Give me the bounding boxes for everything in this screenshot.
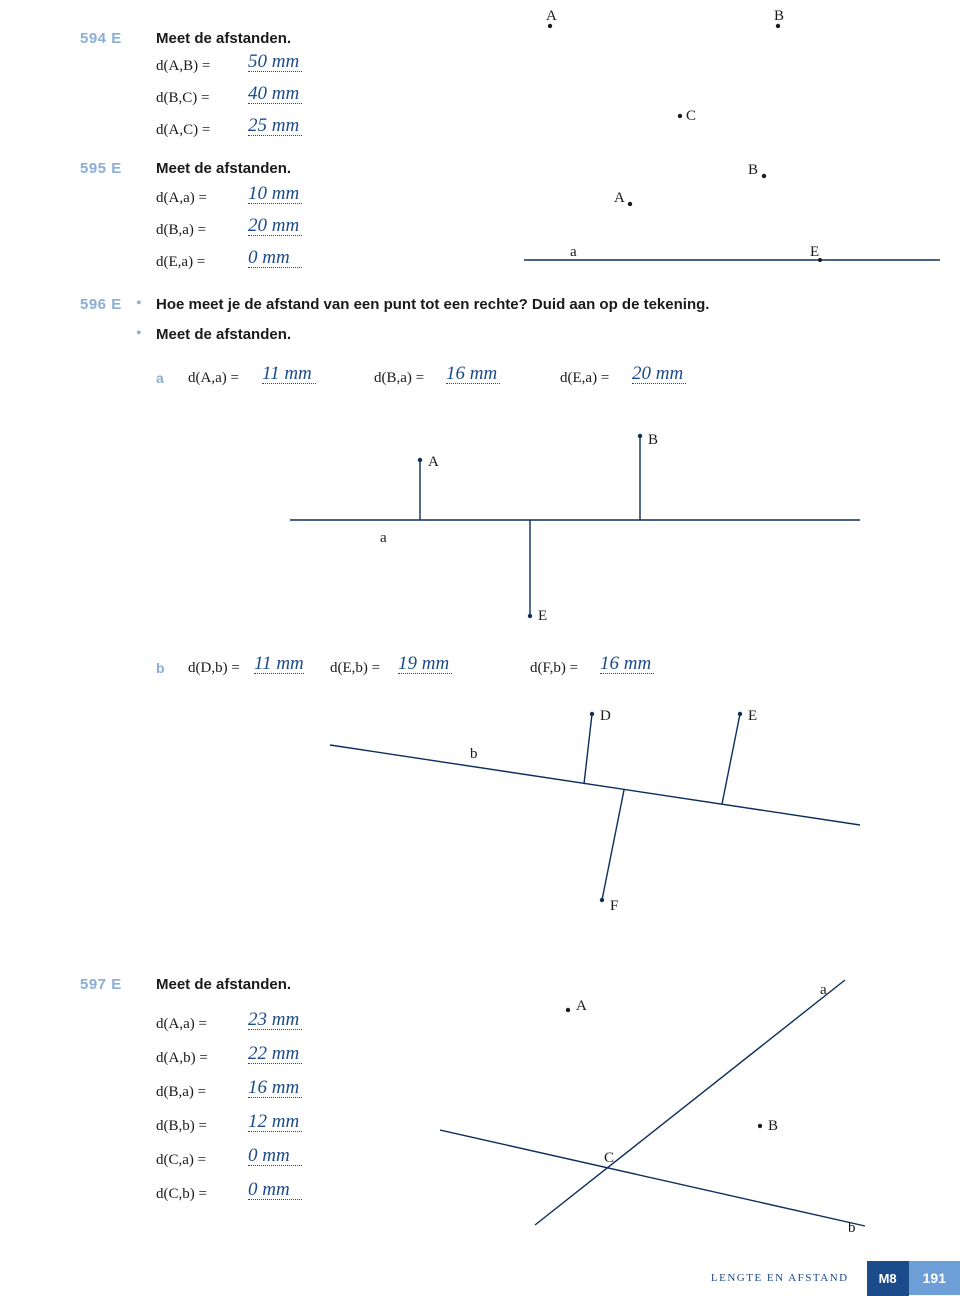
- point-label: B: [768, 1118, 778, 1134]
- formula-label: d(B,C) =: [156, 90, 209, 107]
- point-label: B: [774, 8, 784, 24]
- exercise-title-595: Meet de afstanden.: [156, 160, 291, 177]
- formula-answer: 0 mm: [248, 1180, 302, 1200]
- diagram-595: a E A B: [520, 160, 960, 270]
- formula-answer: 23 mm: [248, 1010, 302, 1030]
- formula-answer: 16 mm: [600, 654, 654, 674]
- formula-label: d(A,a) =: [188, 370, 239, 387]
- formula-answer: 19 mm: [398, 654, 452, 674]
- line-label-a: a: [380, 530, 387, 546]
- formula-label: d(D,b) =: [188, 660, 240, 677]
- exercise-title-597: Meet de afstanden.: [156, 976, 291, 993]
- formula-answer: 0 mm: [248, 248, 302, 268]
- formula-answer: 25 mm: [248, 116, 302, 136]
- formula-label: d(A,b) =: [156, 1050, 208, 1067]
- exercise-title-594: Meet de afstanden.: [156, 30, 291, 47]
- formula-label: d(C,a) =: [156, 1152, 206, 1169]
- formula-answer: 16 mm: [248, 1078, 302, 1098]
- line-label-a: a: [570, 244, 577, 260]
- page: 594 E Meet de afstanden. d(A,B) = 50 mm …: [0, 0, 960, 1296]
- formula-answer: 22 mm: [248, 1044, 302, 1064]
- point-label: E: [748, 708, 757, 724]
- formula-label: d(B,a) =: [374, 370, 424, 387]
- formula-label: d(B,a) =: [156, 222, 206, 239]
- formula-answer: 20 mm: [248, 216, 302, 236]
- formula-label: d(E,a) =: [560, 370, 609, 387]
- exercise-number-597: 597 E: [80, 976, 122, 993]
- formula-answer: 10 mm: [248, 184, 302, 204]
- point-label: F: [610, 898, 618, 914]
- bullet-icon: •: [136, 295, 142, 313]
- diagram-597: a b A B C: [440, 970, 880, 1240]
- formula-label: d(E,b) =: [330, 660, 380, 677]
- diagram-596a: a A B E: [290, 430, 870, 630]
- formula-answer: 11 mm: [254, 654, 304, 674]
- footer-section: LENGTE EN AFSTAND: [711, 1272, 867, 1284]
- point-label: A: [428, 454, 439, 470]
- point-label: B: [648, 432, 658, 448]
- point-label: A: [614, 190, 625, 206]
- line-label-b: b: [470, 746, 478, 762]
- footer-page-number: 191: [909, 1261, 960, 1295]
- point-label: D: [600, 708, 611, 724]
- formula-label: d(A,B) =: [156, 58, 210, 75]
- diagram-594: A B C: [530, 6, 830, 126]
- formula-label: d(F,b) =: [530, 660, 578, 677]
- part-letter-a: a: [156, 370, 164, 386]
- formula-answer: 50 mm: [248, 52, 302, 72]
- formula-answer: 12 mm: [248, 1112, 302, 1132]
- exercise-number-595: 595 E: [80, 160, 122, 177]
- formula-answer: 16 mm: [446, 364, 500, 384]
- formula-answer: 0 mm: [248, 1146, 302, 1166]
- diagram-596b: b D E F: [290, 700, 870, 920]
- point-label: C: [604, 1150, 614, 1166]
- point-label: A: [546, 8, 557, 24]
- formula-label: d(A,a) =: [156, 1016, 207, 1033]
- exercise-number-594: 594 E: [80, 30, 122, 47]
- exercise-596-line2: Meet de afstanden.: [156, 326, 291, 343]
- exercise-number-596: 596 E: [80, 296, 122, 313]
- formula-label: d(B,b) =: [156, 1118, 207, 1135]
- formula-answer: 11 mm: [262, 364, 316, 384]
- formula-label: d(E,a) =: [156, 254, 205, 271]
- point-label-e: E: [810, 244, 819, 260]
- formula-label: d(A,C) =: [156, 122, 210, 139]
- line-label-a: a: [820, 982, 827, 998]
- formula-label: d(B,a) =: [156, 1084, 206, 1101]
- formula-label: d(A,a) =: [156, 190, 207, 207]
- footer-code: M8: [867, 1261, 909, 1296]
- line-label-b: b: [848, 1220, 856, 1236]
- formula-answer: 20 mm: [632, 364, 686, 384]
- point-label: A: [576, 998, 587, 1014]
- bullet-icon: •: [136, 325, 142, 343]
- point-label: C: [686, 108, 696, 124]
- point-label: E: [538, 608, 547, 624]
- exercise-596-line1: Hoe meet je de afstand van een punt tot …: [156, 296, 709, 313]
- formula-answer: 40 mm: [248, 84, 302, 104]
- point-label: B: [748, 162, 758, 178]
- part-letter-b: b: [156, 660, 165, 676]
- page-footer: LENGTE EN AFSTAND M8 191: [711, 1260, 960, 1296]
- formula-label: d(C,b) =: [156, 1186, 207, 1203]
